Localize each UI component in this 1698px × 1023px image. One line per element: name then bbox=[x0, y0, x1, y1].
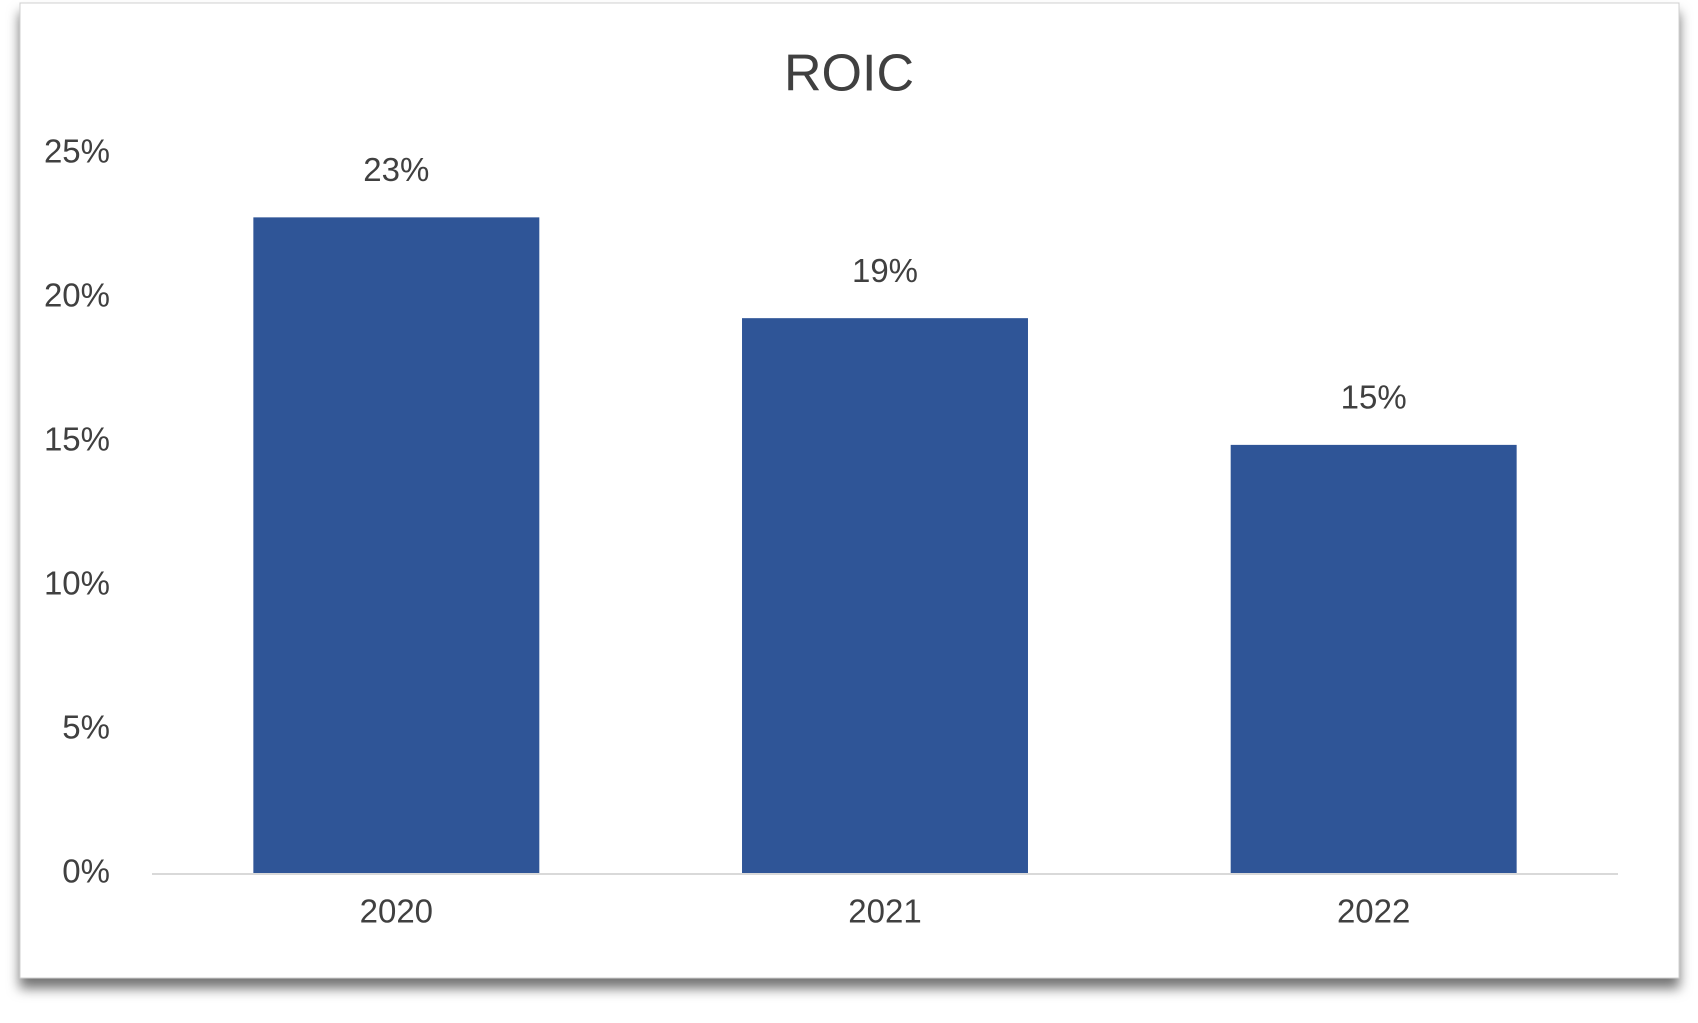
y-tick-label: 10% bbox=[44, 565, 110, 602]
y-tick-label: 0% bbox=[62, 853, 110, 890]
value-label: 15% bbox=[1341, 379, 1407, 416]
x-tick-label: 2022 bbox=[1337, 893, 1410, 930]
x-tick-label: 2021 bbox=[848, 893, 921, 930]
value-label: 19% bbox=[852, 252, 918, 289]
y-tick-label: 25% bbox=[44, 133, 110, 170]
chart-title: ROIC bbox=[784, 45, 914, 103]
y-tick-label: 20% bbox=[44, 277, 110, 314]
bar bbox=[253, 217, 540, 875]
bar bbox=[1230, 444, 1517, 874]
y-tick-label: 5% bbox=[62, 709, 110, 746]
y-tick-label: 15% bbox=[44, 421, 110, 458]
x-tick-label: 2020 bbox=[360, 893, 433, 930]
value-label: 23% bbox=[363, 151, 429, 188]
bar bbox=[742, 318, 1028, 874]
